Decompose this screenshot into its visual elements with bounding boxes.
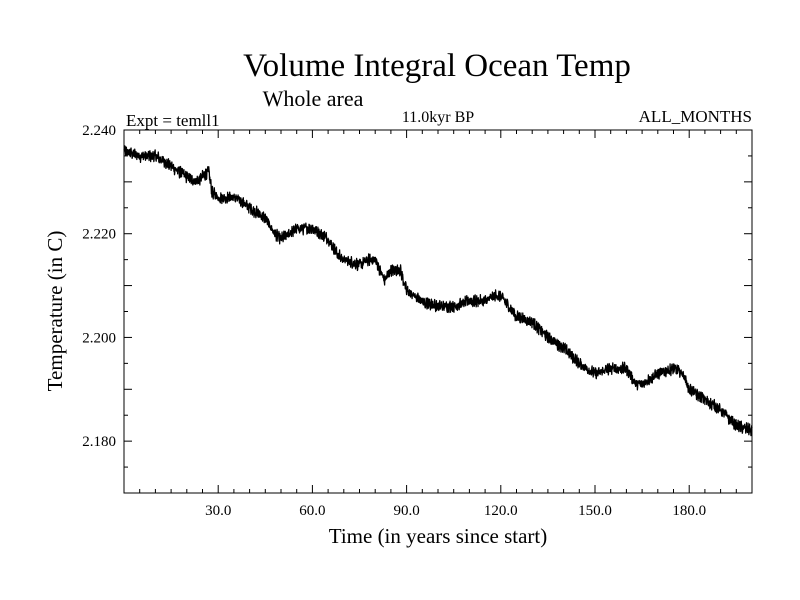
annotation-period: 11.0kyr BP: [402, 109, 474, 126]
y-axis-label: Temperature (in C): [43, 231, 67, 392]
series-layer: [123, 145, 753, 437]
chart-subtitle: Whole area: [263, 86, 364, 111]
x-tick-label: 150.0: [578, 503, 612, 519]
axis-ticks: 30.0 60.0 90.0 120.0 150.0 180.0 2.180 2.200 2.2…: [82, 123, 752, 519]
x-tick-label: 90.0: [393, 503, 419, 519]
x-tick-label: 180.0: [672, 503, 706, 519]
y-tick-label: 2.180: [82, 434, 116, 450]
x-axis-label: Time (in years since start): [329, 524, 548, 548]
y-tick-label: 2.240: [82, 123, 116, 139]
plot-frame: [123, 129, 753, 494]
x-tick-label: 120.0: [484, 503, 518, 519]
chart-title: Volume Integral Ocean Temp: [243, 48, 631, 84]
series-line: [123, 145, 753, 437]
x-tick-label: 60.0: [299, 503, 325, 519]
annotation-months: ALL_MONTHS: [639, 107, 752, 126]
y-tick-label: 2.220: [82, 227, 116, 243]
y-tick-label: 2.200: [82, 330, 116, 346]
annotation-experiment: Expt = temll1: [126, 111, 220, 130]
x-tick-label: 30.0: [205, 503, 231, 519]
